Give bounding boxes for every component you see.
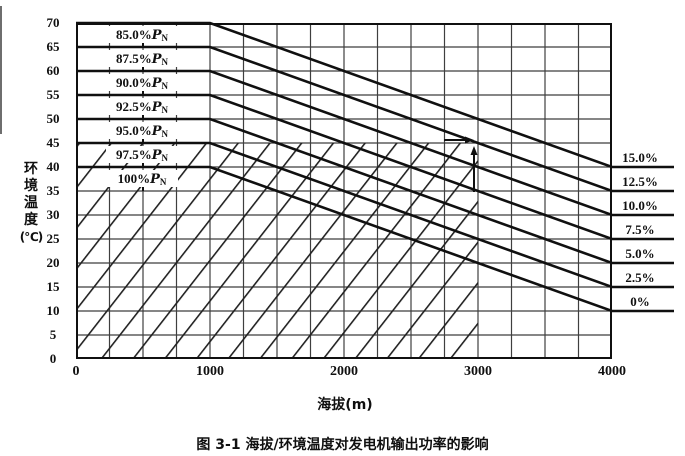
power-line-97.5%PN bbox=[76, 141, 674, 289]
scan-edge-artifact bbox=[0, 6, 2, 134]
y-tick-label: 55 bbox=[46, 87, 60, 102]
y-tick-label: 60 bbox=[46, 63, 60, 78]
x-tick-label: 0 bbox=[72, 364, 80, 379]
y-tick-label: 20 bbox=[46, 255, 60, 270]
y-axis-title-char: 境 bbox=[24, 178, 38, 194]
y-axis-unit: (℃) bbox=[19, 230, 44, 244]
power-line-right-label: 10.0% bbox=[622, 198, 658, 213]
power-line-right-label: 2.5% bbox=[625, 270, 655, 285]
power-line-87.5%PN bbox=[76, 45, 674, 193]
y-axis-title-char: 温 bbox=[24, 195, 38, 211]
y-axis-title-char: 环 bbox=[24, 161, 38, 177]
power-line-left-label: 95.0%PN bbox=[106, 121, 178, 143]
y-tick-label: 40 bbox=[46, 159, 60, 174]
y-tick-label: 15 bbox=[46, 279, 60, 294]
figure-caption: 图 3-1 海拔/环境温度对发电机输出功率的影响 bbox=[196, 437, 489, 453]
y-tick-label: 70 bbox=[46, 15, 60, 30]
y-tick-label: 45 bbox=[46, 135, 60, 150]
y-tick-label: 5 bbox=[49, 327, 57, 342]
y-axis-title-char: 度 bbox=[24, 212, 38, 228]
y-tick-label: 0 bbox=[49, 351, 57, 366]
power-line-left-label: 85.0%PN bbox=[106, 25, 178, 47]
x-axis-title: 海拔(m) bbox=[317, 397, 373, 413]
label-leader-tick bbox=[142, 162, 144, 167]
y-tick-label: 25 bbox=[46, 231, 60, 246]
y-axis-title: 环 境 温 度 (℃) bbox=[13, 161, 49, 246]
example-arrow-horizontal-head bbox=[465, 136, 474, 144]
power-line-85.0%PN bbox=[76, 21, 674, 169]
power-line-right-label: 0% bbox=[630, 294, 650, 309]
x-tick-label: 1000 bbox=[196, 364, 224, 379]
power-line-left-label: 87.5%PN bbox=[106, 49, 178, 71]
label-leader-tick bbox=[142, 138, 144, 143]
power-line-left-label: 92.5%PN bbox=[106, 97, 178, 119]
power-line-90.0%PN bbox=[76, 69, 674, 217]
y-tick-label: 65 bbox=[46, 39, 60, 54]
label-leader-tick bbox=[142, 186, 144, 191]
y-tick-label: 35 bbox=[46, 183, 60, 198]
power-line-95.0%PN bbox=[76, 117, 674, 265]
y-tick-label: 50 bbox=[46, 111, 60, 126]
power-line-left-label: 100%PN bbox=[106, 169, 178, 191]
power-line-100%PN bbox=[76, 165, 674, 313]
power-line-right-label: 15.0% bbox=[622, 150, 658, 165]
label-leader-tick bbox=[142, 42, 144, 47]
x-tick-label: 4000 bbox=[598, 364, 626, 379]
power-line-right-label: 7.5% bbox=[625, 222, 655, 237]
label-leader-tick bbox=[142, 114, 144, 119]
power-line-right-label: 12.5% bbox=[622, 174, 658, 189]
power-line-92.5%PN bbox=[76, 93, 674, 241]
label-leader-tick bbox=[142, 66, 144, 71]
example-arrow-vertical-head bbox=[470, 146, 478, 155]
power-line-left-label: 97.5%PN bbox=[106, 145, 178, 167]
y-tick-label: 10 bbox=[46, 303, 60, 318]
x-tick-label: 2000 bbox=[330, 364, 358, 379]
y-tick-label: 30 bbox=[46, 207, 60, 222]
power-line-right-label: 5.0% bbox=[625, 246, 655, 261]
example-arrows bbox=[444, 136, 478, 192]
x-tick-label: 3000 bbox=[464, 364, 492, 379]
power-line-left-label: 90.0%PN bbox=[106, 73, 178, 95]
label-leader-tick bbox=[142, 90, 144, 95]
